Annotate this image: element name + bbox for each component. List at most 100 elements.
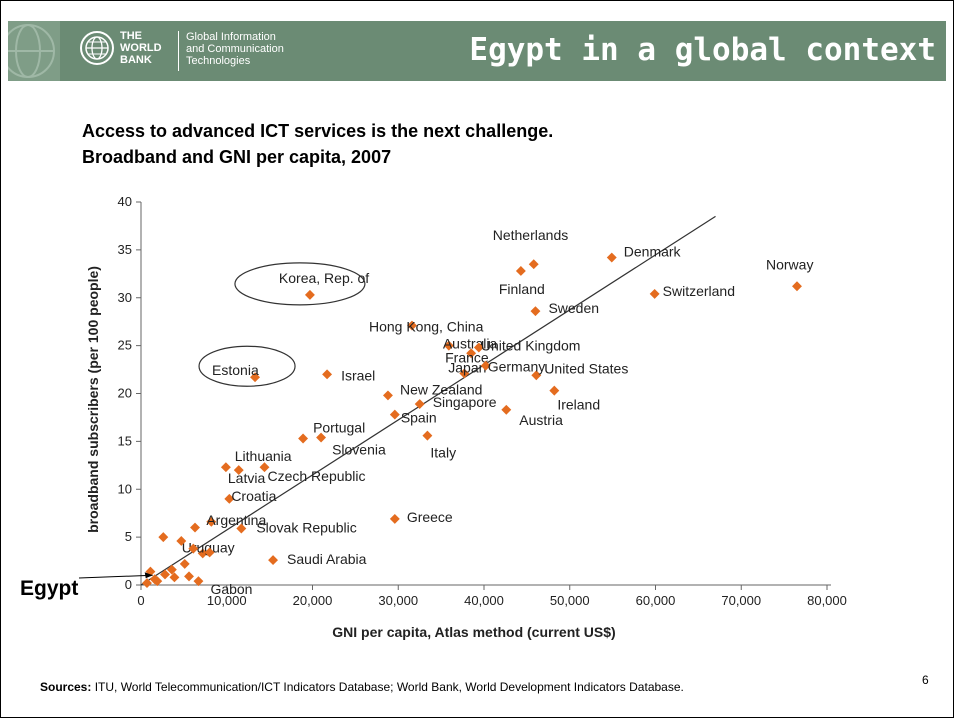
data-point-marker [501,404,512,415]
y-tick-label: 10 [118,481,132,496]
data-point-label: Greece [407,509,453,525]
header-bar [8,21,946,81]
data-point-marker [233,465,244,476]
data-point-marker [389,513,400,524]
data-point-label: Slovak Republic [256,520,356,536]
x-tick-label: 40,000 [464,593,504,608]
data-point-label: Finland [499,281,545,297]
data-point-marker [422,430,433,441]
data-point-marker [160,569,170,580]
x-tick-label: 20,000 [293,593,333,608]
chart-subtitle: Access to advanced ICT services is the n… [82,118,553,170]
data-point-marker [528,259,539,270]
data-point-marker [389,409,400,420]
data-point-marker [188,543,199,554]
data-point-label: Slovenia [332,442,386,458]
data-point-marker [224,493,235,504]
x-tick-label: 70,000 [721,593,761,608]
data-point-label: Norway [766,256,813,272]
data-point-label: Australia [443,336,498,352]
data-point-marker [197,548,208,559]
y-tick-label: 20 [118,386,132,401]
world-bank-globe-icon [80,31,114,65]
data-point-marker [179,558,190,569]
data-point-marker [152,576,163,587]
data-point-label: Italy [430,445,456,461]
y-tick-label: 40 [118,194,132,209]
subtitle-line-2: Broadband and GNI per capita, 2007 [82,147,392,167]
y-tick-label: 15 [118,433,132,448]
highlight-ellipse-estonia [198,345,296,387]
data-point-label: Germany [488,359,546,375]
data-point-label: Gabon [210,581,252,597]
data-point-marker [383,390,393,401]
data-point-label: Croatia [231,488,276,504]
data-point-marker [530,306,541,317]
data-point-label: Switzerland [663,283,735,299]
data-point-marker [414,399,425,409]
data-point-label: Argentina [206,512,266,528]
data-point-label: United Kingdom [481,338,581,354]
x-tick-label: 0 [137,593,144,608]
org-line-3: BANK [120,54,152,66]
sources-label: Sources: [40,680,92,694]
data-point-marker [649,288,660,299]
data-point-marker [166,564,177,575]
x-tick-label: 80,000 [807,593,847,608]
x-tick-label: 50,000 [550,593,590,608]
x-tick-label: 60,000 [636,593,676,608]
data-point-marker [142,578,152,589]
data-point-label: Spain [401,410,437,426]
x-tick-label: 10,000 [207,593,247,608]
data-point-marker [259,462,270,473]
data-point-marker [459,368,470,379]
data-point-marker [322,369,333,380]
egypt-callout-line [78,574,153,579]
subtitle-line-1: Access to advanced ICT services is the n… [82,121,554,141]
y-tick-label: 25 [118,338,132,353]
data-point-marker [549,385,560,396]
data-point-label: Estonia [212,362,259,378]
data-point-label: Ireland [557,397,600,413]
page-number: 6 [922,673,929,687]
sources-text: ITU, World Telecommunication/ICT Indicat… [91,680,684,694]
data-point-marker [298,433,309,444]
data-point-marker [515,265,526,276]
data-point-label: Portugal [313,420,365,436]
data-point-label: Korea, Rep. of [279,270,369,286]
data-point-marker [206,516,217,527]
data-point-label: Sweden [548,300,599,316]
data-point-marker [407,320,417,331]
unit-line-2: and Communication [186,43,284,55]
egypt-callout-arrow [144,572,153,579]
y-axis-title: broadband subscribers (per 100 people) [85,266,101,533]
data-point-marker [304,289,315,300]
data-point-label: France [445,349,489,365]
x-axis-title: GNI per capita, Atlas method (current US… [332,624,615,640]
y-tick-label: 5 [125,529,132,544]
egypt-callout-label: Egypt [20,577,78,600]
data-point-marker [480,360,491,371]
data-point-label: Czech Republic [267,468,365,484]
data-point-marker [190,522,200,533]
data-point-marker [466,348,477,359]
data-point-label: United States [544,360,628,376]
unit-name: Global Information and Communication Tec… [186,31,284,67]
data-point-label: Israel [341,367,375,383]
data-point-marker [531,370,542,381]
org-line-2: WORLD [120,42,162,54]
data-point-marker [316,432,327,443]
data-point-marker [184,571,194,582]
data-point-label: Lithuania [235,448,292,464]
header-divider [178,31,179,71]
data-point-label: Hong Kong, China [369,319,484,335]
data-point-marker [792,281,802,292]
data-point-label: Latvia [228,470,266,486]
data-point-marker [220,462,231,473]
globe-decoration [1,21,60,81]
data-point-marker [204,547,215,558]
y-tick-label: 30 [118,290,132,305]
unit-line-1: Global Information [186,31,276,43]
organization-name: THE WORLD BANK [120,30,162,66]
